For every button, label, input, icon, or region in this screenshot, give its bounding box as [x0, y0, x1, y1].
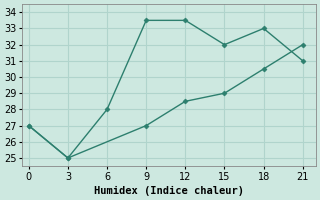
X-axis label: Humidex (Indice chaleur): Humidex (Indice chaleur): [94, 186, 244, 196]
